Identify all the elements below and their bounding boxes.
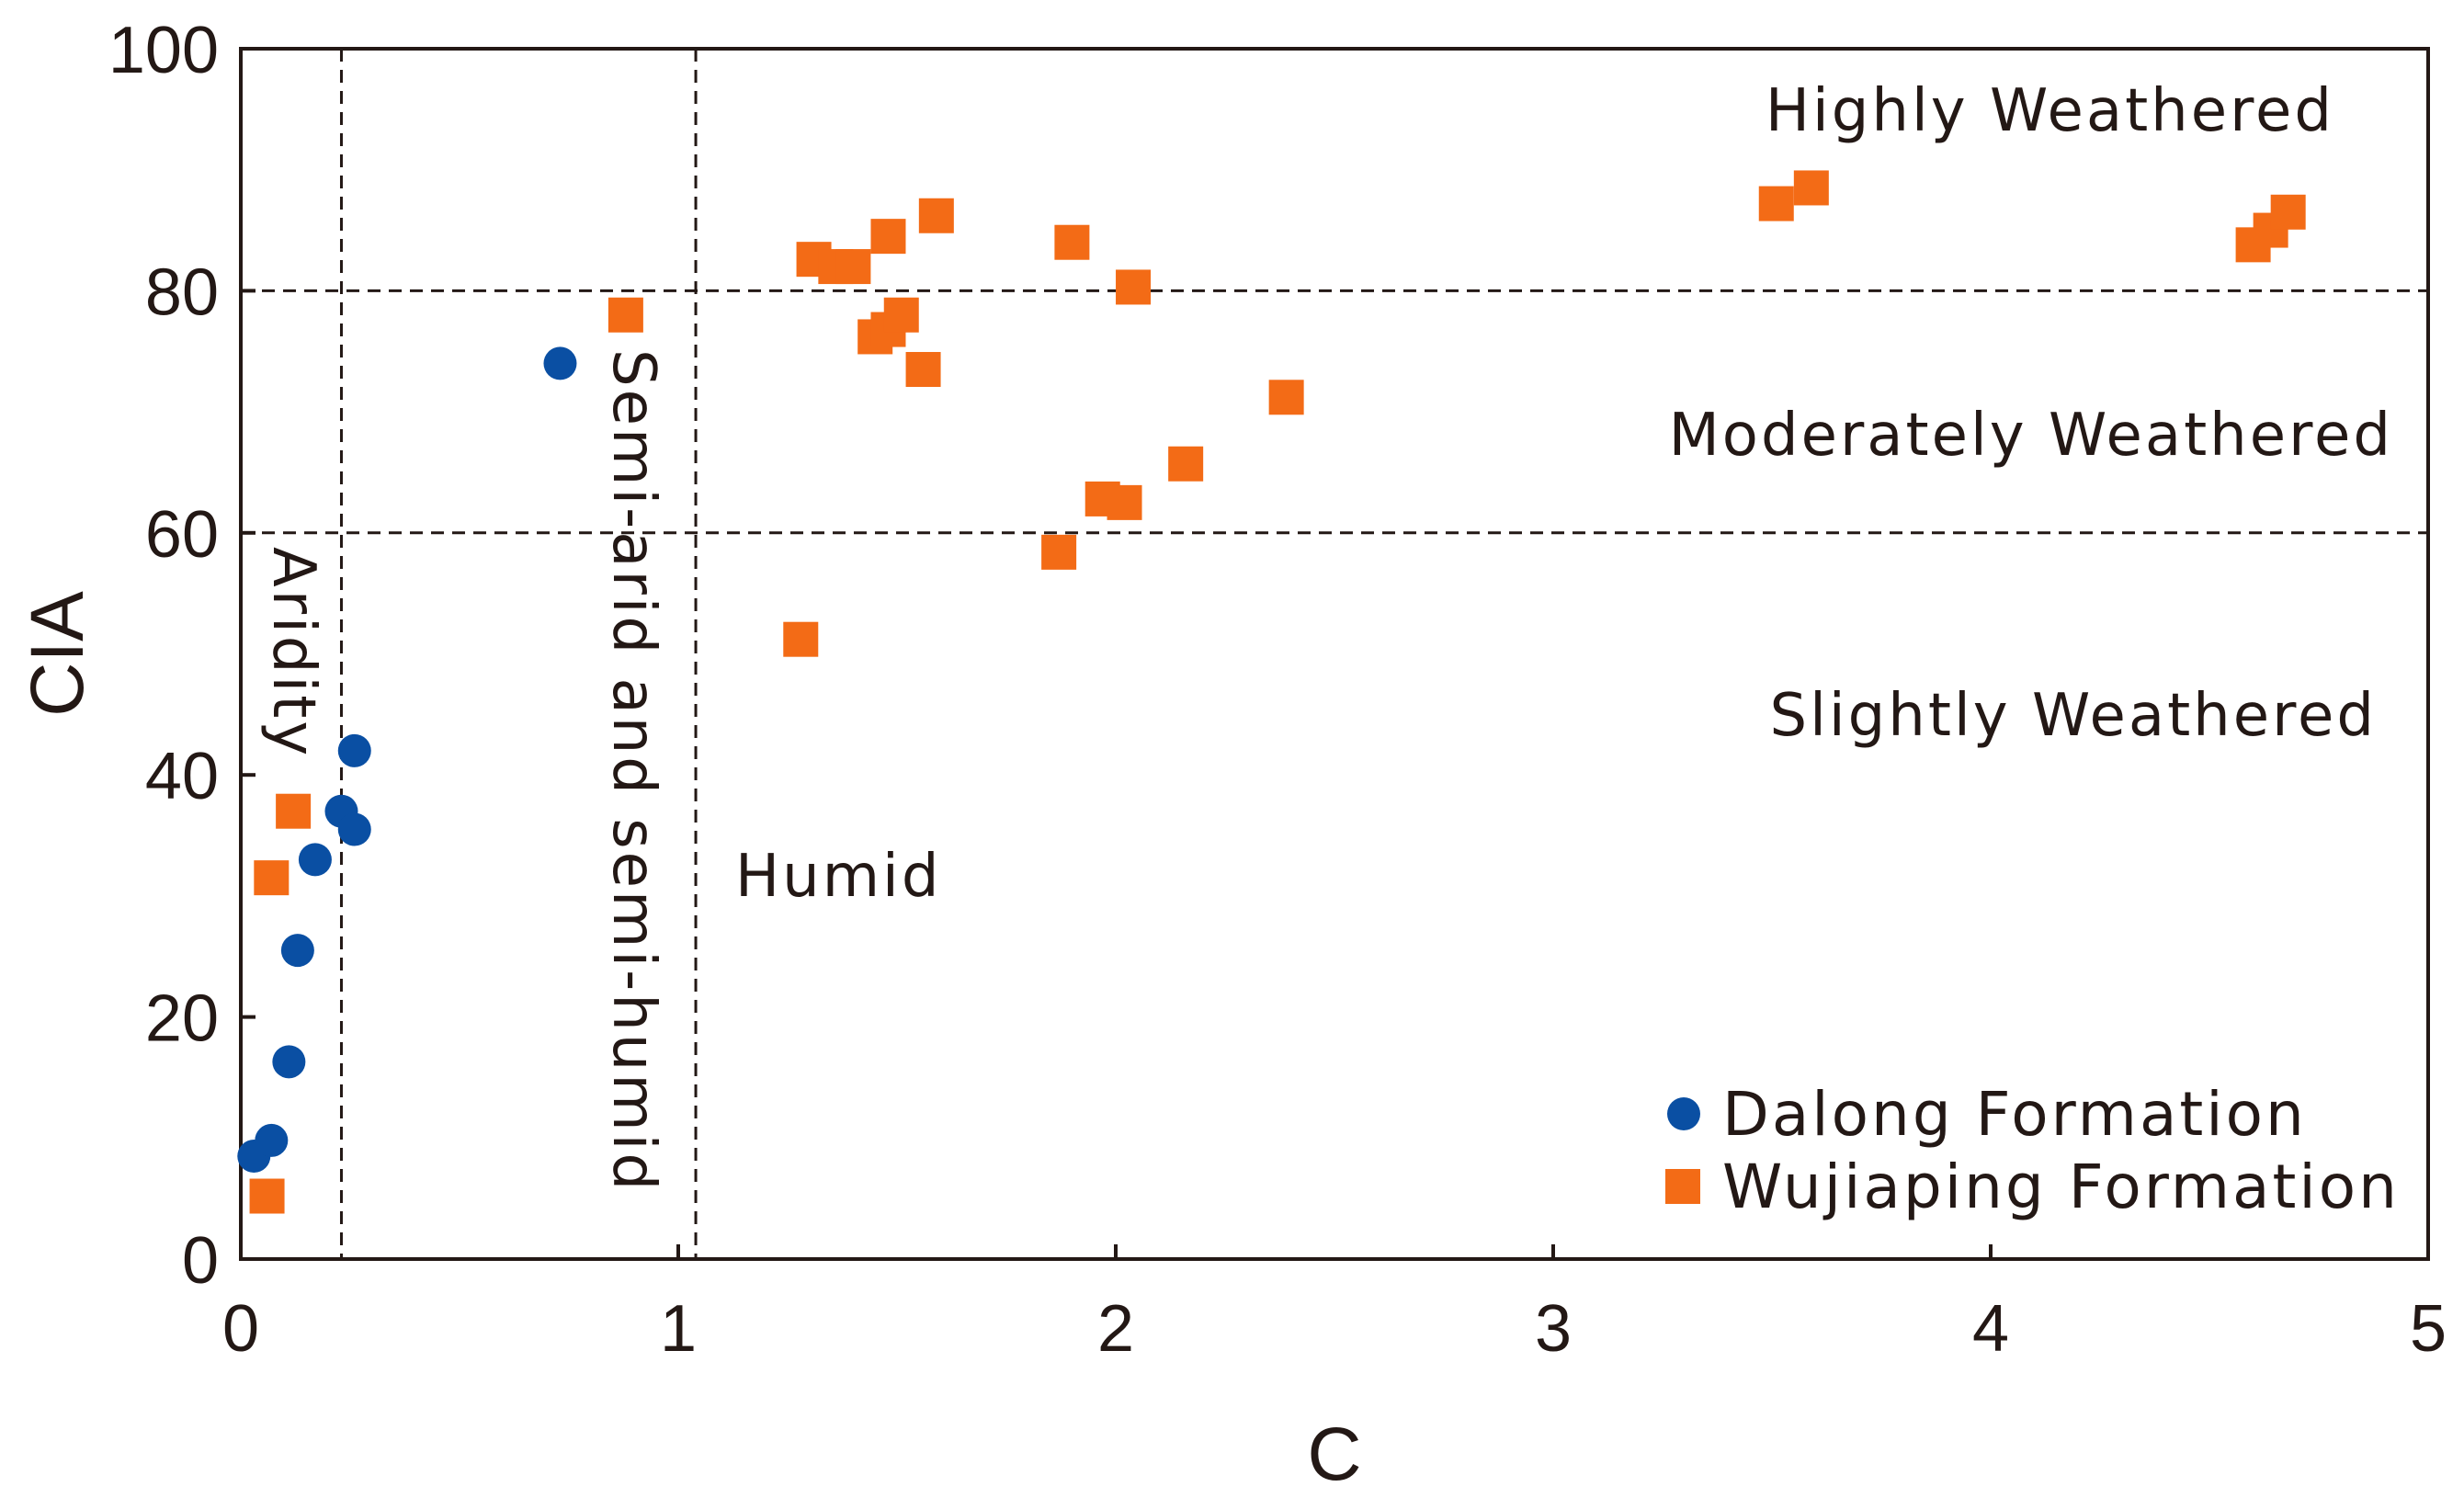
wujiaping-point-4 (783, 621, 819, 657)
wujiaping-point-14 (1041, 534, 1077, 570)
wujiaping-point-25 (2270, 194, 2306, 230)
wujiaping-point-3 (607, 297, 643, 333)
wujiaping-point-13 (918, 198, 954, 233)
label-humid: Humid (735, 843, 941, 911)
dalong-point-2 (272, 1045, 306, 1079)
wujiaping-point-19 (1168, 446, 1204, 482)
data-points (237, 170, 2306, 1214)
x-tick-label-3: 3 (1535, 1292, 1572, 1366)
legend-marker-dalong (1667, 1097, 1700, 1130)
wujiaping-point-20 (1268, 380, 1304, 415)
y-tick-label-40: 40 (145, 740, 219, 813)
zone-annotations: Highly Weathered Moderately Weathered Sl… (259, 77, 2393, 1193)
dalong-point-6 (337, 812, 371, 846)
y-axis-title: CIA (16, 591, 99, 717)
y-tick-label-0: 0 (182, 1224, 219, 1298)
x-tick-label-4: 4 (1972, 1292, 2009, 1366)
y-tick-label-100: 100 (108, 14, 219, 87)
wujiaping-point-17 (1107, 484, 1142, 520)
wujiaping-point-2 (276, 793, 312, 829)
wujiaping-point-9 (870, 219, 906, 255)
legend-label-wujiaping: Wujiaping Formation (1722, 1152, 2400, 1222)
wujiaping-point-18 (1116, 269, 1152, 305)
dalong-point-7 (337, 733, 371, 767)
wujiaping-point-1 (254, 860, 290, 896)
dalong-point-8 (543, 346, 577, 380)
legend-label-dalong: Dalong Formation (1722, 1079, 2307, 1150)
series-wujiaping (249, 170, 2306, 1214)
series-dalong (237, 346, 577, 1174)
label-moderately-weathered: Moderately Weathered (1669, 402, 2393, 470)
label-aridity: Aridity (259, 547, 327, 758)
wujiaping-point-11 (883, 297, 919, 333)
y-tick-label-80: 80 (145, 255, 219, 329)
legend: Dalong Formation Wujiaping Formation (1665, 1079, 2400, 1222)
x-tick-label-0: 0 (222, 1292, 259, 1366)
dalong-point-4 (298, 843, 332, 877)
label-highly-weathered: Highly Weathered (1766, 77, 2334, 145)
wujiaping-point-21 (1758, 186, 1794, 221)
wujiaping-point-15 (1054, 224, 1090, 260)
x-tick-label-5: 5 (2410, 1292, 2447, 1366)
wujiaping-point-12 (905, 352, 941, 388)
wujiaping-point-7 (835, 249, 871, 285)
axes: 0 1 2 3 4 5 0 20 40 60 80 100 C CIA (16, 14, 2447, 1496)
y-tick-label-20: 20 (145, 982, 219, 1056)
x-tick-label-2: 2 (1097, 1292, 1134, 1366)
boundary-lines (241, 49, 2428, 1259)
x-axis-title: C (1307, 1413, 1361, 1496)
wujiaping-point-22 (1793, 170, 1829, 206)
y-tick-label-60: 60 (145, 498, 219, 572)
dalong-point-1 (255, 1123, 289, 1157)
legend-marker-wujiaping (1665, 1169, 1700, 1204)
dalong-point-3 (280, 934, 314, 968)
label-semi-arid-semi-humid: Semi-arid and semi-humid (599, 349, 667, 1193)
wujiaping-point-0 (249, 1178, 285, 1214)
x-tick-label-1: 1 (660, 1292, 697, 1366)
label-slightly-weathered: Slightly Weathered (1769, 682, 2377, 750)
plot-frame (239, 47, 2430, 1261)
